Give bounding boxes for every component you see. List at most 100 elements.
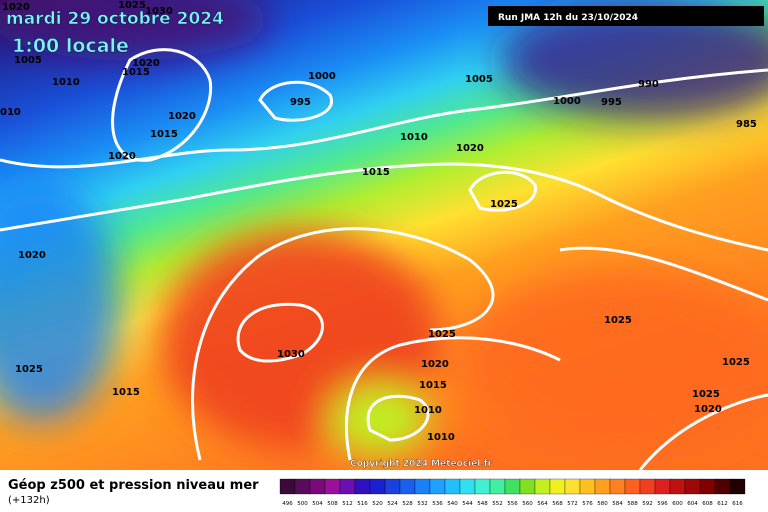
run-info: Run JMA 12h du 23/10/2024 (498, 13, 638, 23)
isobar-label: 1020 (421, 359, 449, 370)
scale-label: 576 (582, 501, 593, 507)
scale-swatch (489, 478, 506, 495)
scale-swatch (444, 478, 461, 495)
map-date: mardi 29 octobre 2024 (6, 9, 224, 29)
scale-swatch (654, 478, 671, 495)
run-box (488, 6, 764, 26)
scale-swatch (309, 478, 326, 495)
isobar-label: 1025 (15, 364, 43, 375)
scale-label: 496 (282, 501, 293, 507)
scale-swatch (399, 478, 416, 495)
isobar-label: 1010 (52, 77, 80, 88)
scale-swatch (519, 478, 536, 495)
scale-label: 600 (672, 501, 683, 507)
scale-swatch (279, 478, 296, 495)
isobar-label: 1020 (2, 2, 30, 13)
isobar-label: 1015 (122, 67, 150, 78)
scale-label: 572 (567, 501, 578, 507)
scale-label: 608 (702, 501, 713, 507)
scale-swatch (579, 478, 596, 495)
scale-swatch (354, 478, 371, 495)
scale-label: 592 (642, 501, 653, 507)
isobar-label: 1020 (456, 143, 484, 154)
scale-swatch (369, 478, 386, 495)
scale-swatch (729, 478, 746, 495)
scale-label: 512 (342, 501, 353, 507)
isobar-label: 1025 (692, 389, 720, 400)
isobar-label: 1015 (419, 380, 447, 391)
scale-label: 544 (462, 501, 473, 507)
field-shading (0, 0, 768, 455)
scale-swatch (294, 478, 311, 495)
scale-swatch (639, 478, 656, 495)
scale-swatch (714, 478, 731, 495)
isobar-label: 1030 (145, 6, 173, 17)
isobar-label: 1005 (14, 55, 42, 66)
isobar-lines (0, 48, 768, 471)
isobar-label: 1020 (132, 58, 160, 69)
scale-swatch (684, 478, 701, 495)
scale-swatch (549, 478, 566, 495)
scale-swatch (564, 478, 581, 495)
scale-label: 508 (327, 501, 338, 507)
scale-label: 536 (432, 501, 443, 507)
scale-label: 548 (477, 501, 488, 507)
scale-label: 504 (312, 501, 323, 507)
scale-label: 584 (612, 501, 623, 507)
isobar-label: 1005 (465, 74, 493, 85)
isobar-label: 1025 (490, 199, 518, 210)
scale-label: 568 (552, 501, 563, 507)
scale-swatch (324, 478, 341, 495)
legend-title: Géop z500 et pression niveau mer (8, 478, 259, 493)
scale-swatch (699, 478, 716, 495)
isobar-label: 1025 (722, 357, 750, 368)
scale-swatch (534, 478, 551, 495)
scale-label: 556 (507, 501, 518, 507)
scale-label: 612 (717, 501, 728, 507)
scale-swatch (609, 478, 626, 495)
isobar-label: 010 (0, 107, 21, 118)
scale-label: 524 (387, 501, 398, 507)
isobar-label: 1025 (428, 329, 456, 340)
scale-label: 560 (522, 501, 533, 507)
color-scale: 496 500 504 508 512 516 520 524 528 532 536 540 544 5… (279, 478, 746, 507)
scale-label: 520 (372, 501, 383, 507)
scale-swatch (339, 478, 356, 495)
isobar-label: 1025 (118, 0, 146, 11)
scale-swatch (504, 478, 521, 495)
scale-label: 604 (687, 501, 698, 507)
isobar-label: 1020 (18, 250, 46, 261)
isobar-label: 1020 (694, 404, 722, 415)
isobar-label: 1015 (112, 387, 140, 398)
isobar-label: 990 (638, 79, 659, 90)
isobar-label: 1010 (400, 132, 428, 143)
isobar-label: 1015 (150, 129, 178, 140)
isobar-label: 1025 (604, 315, 632, 326)
scale-label: 552 (492, 501, 503, 507)
isobar-label: 1000 (308, 71, 336, 82)
scale-swatch (459, 478, 476, 495)
scale-swatch (414, 478, 431, 495)
scale-label: 588 (627, 501, 638, 507)
scale-label: 516 (357, 501, 368, 507)
scale-swatch (474, 478, 491, 495)
isobar-label: 1010 (427, 432, 455, 443)
scale-label: 564 (537, 501, 548, 507)
isobar-label: 1010 (414, 405, 442, 416)
scale-label: 616 (732, 501, 743, 507)
isobar-label: 1030 (277, 349, 305, 360)
isobar-label: 995 (601, 97, 622, 108)
isobar-label: 1015 (362, 167, 390, 178)
legend-subtitle: (+132h) (8, 495, 50, 506)
map-time: 1:00 locale (12, 35, 129, 57)
scale-label: 528 (402, 501, 413, 507)
scale-swatch (669, 478, 686, 495)
isobar-label: 985 (736, 119, 757, 130)
scale-swatch (624, 478, 641, 495)
isobar-label: 1000 (553, 96, 581, 107)
copyright: Copyright 2024 Meteociel.fr (350, 459, 493, 469)
isobar-label: 995 (290, 97, 311, 108)
